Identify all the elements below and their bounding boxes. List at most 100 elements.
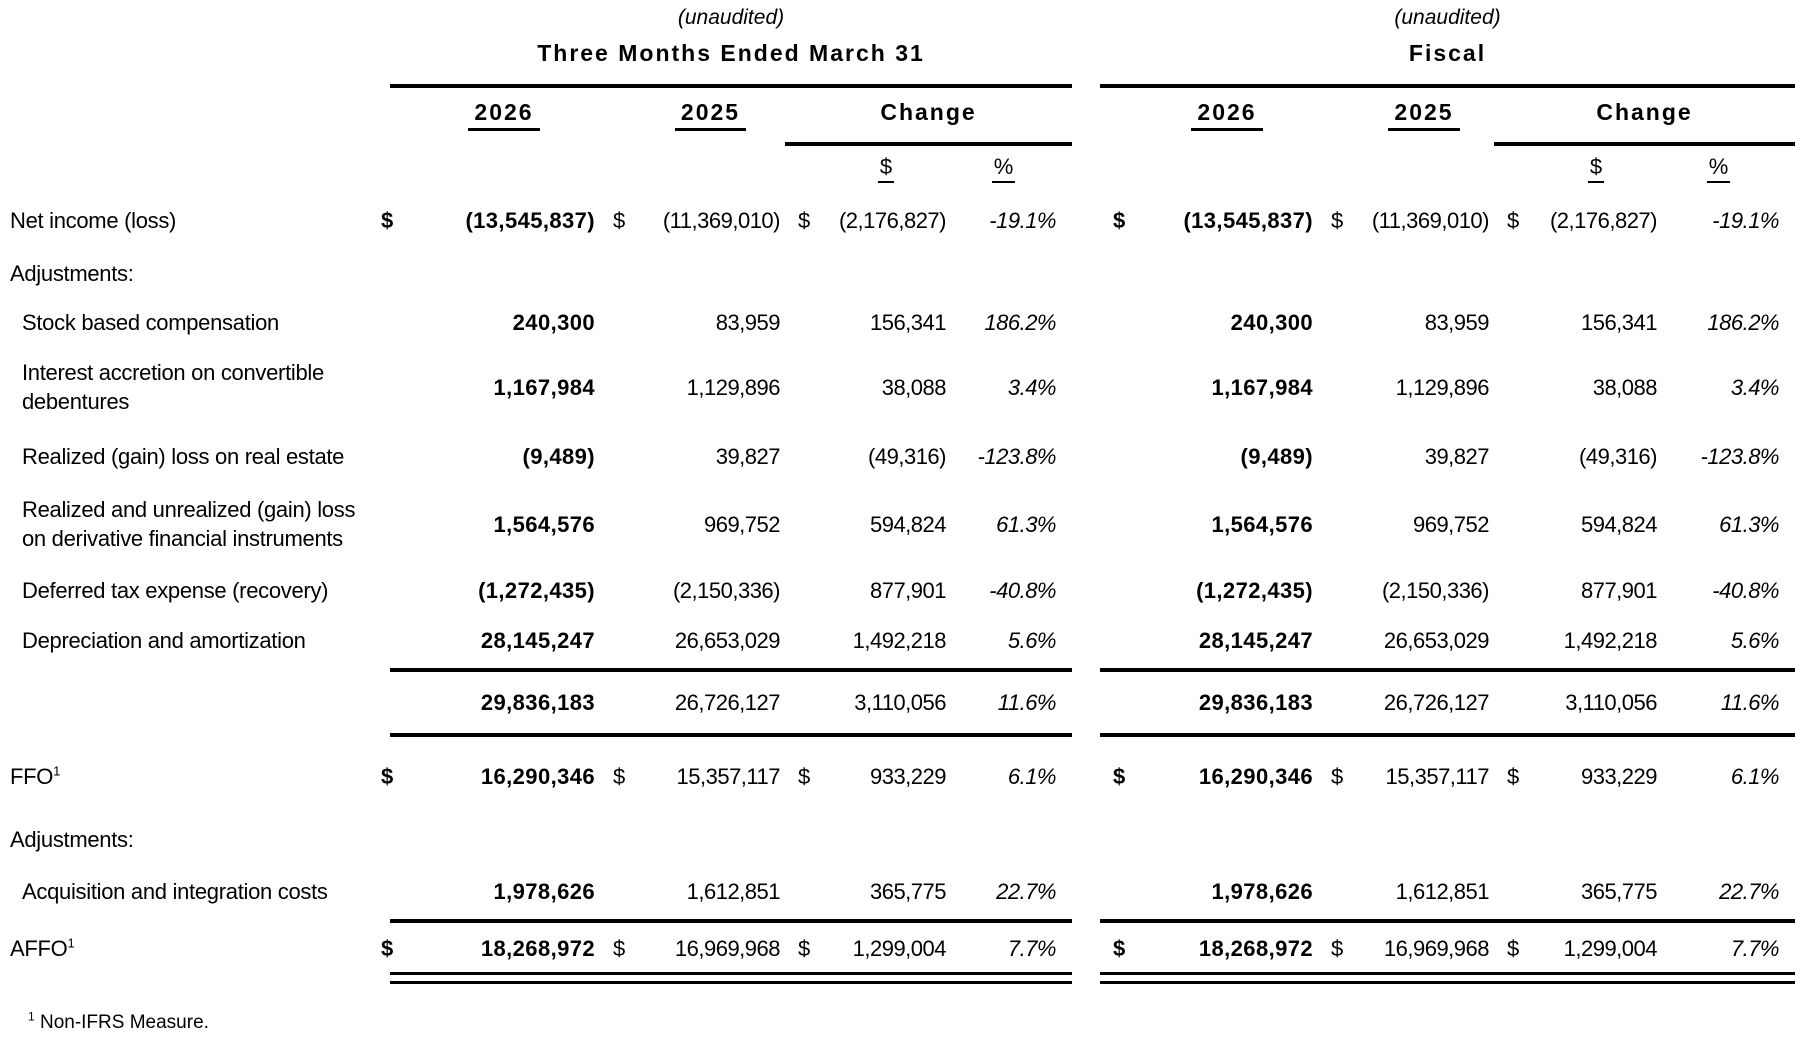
section-gap (1072, 590, 1100, 591)
value-percent: 61.3% (1719, 511, 1779, 537)
currency-symbol: $ (798, 764, 811, 789)
row-label: Interest accretion on convertible debent… (22, 360, 324, 414)
value-percent: 22.7% (1719, 878, 1779, 904)
value-percent: -19.1% (1712, 207, 1779, 233)
value-2026: 28,145,247 (1198, 627, 1313, 653)
value-2026: 1,167,984 (1211, 374, 1313, 400)
value-change: 877,901 (1580, 577, 1658, 603)
section-gap (1072, 839, 1100, 840)
currency-symbol: $ (613, 764, 626, 789)
section-title-fiscal: Fiscal (1408, 40, 1487, 66)
value-percent: -19.1% (989, 207, 1056, 233)
change-rule-right (1494, 142, 1795, 146)
value-change: 1,299,004 (1563, 935, 1658, 961)
value-2025: 1,612,851 (686, 878, 781, 904)
value-2026: 240,300 (512, 309, 595, 335)
column-header-2026-right: 2026 (1136, 99, 1318, 133)
value-2025: 1,612,851 (1395, 878, 1490, 904)
value-2026: 1,564,576 (493, 511, 595, 537)
value-change: 877,901 (869, 577, 947, 603)
unaudited-label-right: (unaudited) (1394, 6, 1501, 29)
value-percent: 186.2% (1707, 309, 1779, 335)
table-row-net-income: Net income (loss) $ (13,545,837) $ (11,3… (0, 190, 1807, 250)
change-dollar-header-right: $ (1530, 154, 1662, 184)
value-2025: 26,726,127 (1383, 690, 1490, 715)
row-label: FFO1 (10, 763, 61, 789)
row-label: Realized (gain) loss on real estate (22, 443, 345, 469)
value-2026: 29,836,183 (1198, 690, 1313, 715)
currency-symbol: $ (1331, 764, 1344, 789)
table-row-acquisition: Acquisition and integration costs 1,978,… (0, 868, 1807, 914)
value-2026: (9,489) (1240, 443, 1313, 469)
value-2025: (11,369,010) (662, 207, 781, 233)
value-2026: 1,167,984 (493, 374, 595, 400)
section-gap (1072, 891, 1100, 892)
value-change: 38,088 (1592, 374, 1658, 400)
section-gap (1072, 322, 1100, 323)
value-percent: 7.7% (1730, 935, 1780, 961)
table-row-interest-accretion: Interest accretion on convertible debent… (0, 348, 1807, 426)
column-header-change-left: Change (880, 99, 977, 125)
table-row-depreciation: Depreciation and amortization 28,145,247… (0, 618, 1807, 662)
currency-symbol: $ (1507, 935, 1520, 961)
value-percent: -40.8% (989, 577, 1056, 603)
unaudited-label-left: (unaudited) (677, 6, 785, 29)
section-gap (1072, 456, 1100, 457)
affo-double-rule (0, 970, 1807, 990)
value-2026: 18,268,972 (480, 935, 595, 961)
value-percent: 5.6% (1007, 627, 1057, 653)
row-label: Adjustments: (10, 826, 134, 852)
currency-symbol: $ (1507, 764, 1520, 789)
table-row-ffo: FFO1 $ 16,290,346 $ 15,357,117 $ 933,229… (0, 743, 1807, 810)
value-2025: 1,129,896 (686, 374, 781, 400)
value-percent: -40.8% (1712, 577, 1779, 603)
row-label: Net income (loss) (10, 207, 177, 233)
currency-symbol: $ (381, 935, 394, 961)
column-header-2025-right: 2025 (1354, 99, 1494, 133)
value-2025: 969,752 (1412, 511, 1490, 537)
value-percent: 3.4% (1007, 374, 1057, 400)
value-2025: 83,959 (1424, 309, 1490, 335)
value-2025: 26,653,029 (674, 627, 781, 653)
year-2026-underlined: 2026 (1191, 99, 1263, 131)
value-2025: 16,969,968 (674, 935, 781, 961)
section-gap (1072, 702, 1100, 703)
change-percent-header-left: % (951, 154, 1056, 184)
section-gap (1072, 387, 1100, 388)
year-2025-underlined: 2025 (674, 99, 747, 131)
table-row-stock-compensation: Stock based compensation 240,300 83,959 … (0, 296, 1807, 348)
currency-symbol: $ (613, 207, 626, 233)
row-label: Depreciation and amortization (22, 627, 306, 653)
value-change: 594,824 (869, 511, 947, 537)
value-2026: 1,978,626 (1211, 878, 1313, 904)
subtotal-rule-bottom (0, 727, 1807, 743)
value-2025: 83,959 (715, 309, 781, 335)
value-2026: 29,836,183 (480, 690, 595, 715)
row-label: Stock based compensation (22, 309, 279, 335)
footnote: 1 Non-IFRS Measure. (28, 1009, 209, 1034)
value-percent: 7.7% (1007, 935, 1057, 961)
footnote-marker: 1 (28, 1009, 35, 1024)
currency-symbol: $ (1507, 207, 1520, 233)
value-2025: 1,129,896 (1395, 374, 1490, 400)
value-2026: (13,545,837) (465, 207, 595, 233)
value-change: 3,110,056 (854, 690, 946, 715)
affo-rule-top (0, 914, 1807, 928)
value-change: 933,229 (1580, 764, 1658, 789)
value-change: 3,110,056 (1565, 690, 1657, 715)
section-gap (1072, 524, 1100, 525)
value-percent: -123.8% (977, 443, 1057, 469)
section-gap (1072, 273, 1100, 274)
section-gap (1072, 640, 1100, 641)
value-change: 1,299,004 (852, 935, 947, 961)
value-change: 365,775 (1580, 878, 1658, 904)
value-2026: 16,290,346 (480, 764, 595, 789)
value-change: (49,316) (868, 443, 946, 469)
value-2025: 39,827 (1424, 443, 1490, 469)
value-percent: 6.1% (1730, 764, 1780, 789)
value-change: 594,824 (1580, 511, 1658, 537)
value-2025: 15,357,117 (1385, 764, 1490, 789)
header-rule-right (1100, 84, 1795, 88)
table-row-affo: AFFO1 $ 18,268,972 $ 16,969,968 $ 1,299,… (0, 928, 1807, 968)
